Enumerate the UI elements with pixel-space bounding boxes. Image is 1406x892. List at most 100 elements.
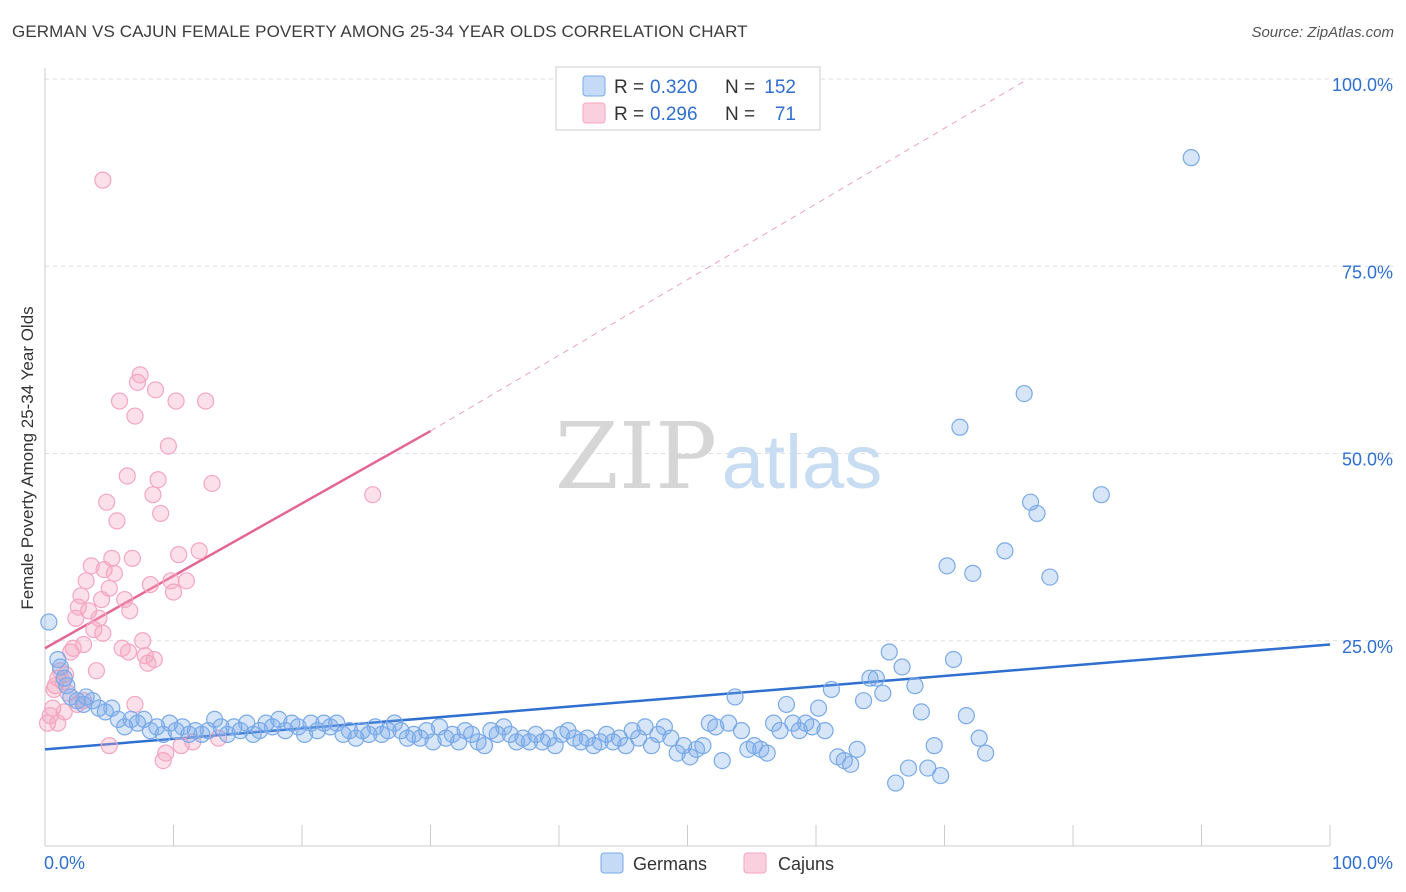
legend-cajuns-r-label: R = [614, 104, 644, 125]
cajuns-point-29 [110, 392, 129, 410]
y-tick-label-75: 75.0% [1342, 262, 1393, 282]
watermark-atlas: atlas [722, 420, 883, 505]
cajuns-point-50 [164, 583, 183, 601]
cajuns-point-70 [94, 171, 112, 189]
legend-germans-r-label: R = [614, 77, 644, 98]
cajuns-point-51 [167, 392, 185, 410]
germans-point-62 [424, 733, 442, 751]
germans-point-122 [809, 699, 828, 717]
x-tick-label-100: 100.0% [1332, 853, 1393, 873]
tick-labels: 25.0% 50.0% 75.0% 100.0% 0.0% 100.0% [44, 75, 1393, 873]
germans-point-149 [996, 542, 1014, 560]
cajuns-point-21 [90, 609, 108, 627]
germans-point-128 [848, 740, 866, 758]
cajuns-point-69 [364, 486, 382, 504]
germans-point-138 [912, 703, 930, 721]
germans-point-108 [720, 714, 738, 732]
germans-point-130 [861, 669, 879, 687]
germans-point-139 [919, 759, 937, 777]
cajuns-point-48 [159, 437, 177, 455]
cajuns-point-16 [77, 572, 95, 590]
cajuns-point-57 [197, 392, 215, 410]
gridlines [45, 78, 1393, 642]
cajuns-point-45 [152, 504, 170, 523]
germans-point-123 [816, 722, 834, 740]
axes [44, 68, 1331, 847]
germans-point-152 [1028, 504, 1046, 523]
germans-point-143 [944, 650, 963, 669]
cajuns-point-64 [94, 624, 112, 642]
cajuns-point-44 [149, 471, 167, 489]
germans-point-124 [822, 680, 841, 699]
germans-point-106 [707, 718, 725, 736]
legend-germans-r-value: 0.320 [650, 77, 698, 98]
cajuns-point-38 [134, 632, 152, 650]
cajuns-trend-line [44, 429, 432, 650]
cajuns-point-13 [69, 598, 88, 616]
cajuns-points [38, 171, 382, 770]
cajuns-point-14 [72, 587, 90, 605]
legend-bottom-germans-swatch [600, 852, 624, 874]
x-tick-label-0: 0.0% [44, 853, 85, 873]
germans-point-0 [40, 613, 58, 631]
germans-point-141 [932, 766, 950, 785]
germans-point-131 [867, 669, 885, 687]
germans-point-127 [842, 755, 860, 773]
cajuns-point-12 [67, 609, 85, 627]
germans-point-142 [938, 557, 956, 575]
germans-point-148 [977, 744, 995, 762]
germans-point-154 [1092, 486, 1110, 504]
germans-point-145 [957, 707, 975, 725]
legend-cajuns-swatch [582, 102, 606, 124]
germans-point-99 [662, 729, 680, 747]
germans-point-110 [732, 722, 751, 740]
cajuns-point-24 [98, 493, 116, 511]
trend-lines [44, 78, 1331, 751]
legend-top: R = 0.320 N = 152 R = 0.296 N = 71 [555, 66, 821, 131]
cajuns-point-33 [121, 602, 139, 620]
cajuns-point-37 [131, 366, 149, 384]
germans-point-137 [906, 677, 924, 695]
cajuns-trend-extension [430, 78, 1029, 432]
watermark: ZIP atlas [555, 403, 882, 510]
cajuns-point-65 [100, 737, 118, 755]
legend-bottom-germans-label: Germans [633, 854, 707, 874]
germans-point-144 [951, 418, 969, 436]
cajuns-point-26 [103, 549, 121, 567]
cajuns-point-32 [118, 467, 136, 485]
germans-point-95 [636, 718, 654, 736]
cajuns-point-52 [170, 546, 188, 564]
cajuns-point-20 [87, 662, 106, 680]
legend-cajuns-n-label: N = [725, 104, 755, 125]
cajuns-point-42 [144, 486, 162, 504]
germans-point-121 [803, 718, 821, 736]
germans-point-135 [893, 658, 911, 676]
legend-cajuns-n-value: 71 [775, 104, 796, 125]
germans-point-147 [970, 729, 988, 747]
legend-cajuns-r-value: 0.296 [650, 104, 698, 125]
cajuns-point-35 [126, 407, 144, 425]
cajuns-point-19 [85, 620, 103, 639]
cajuns-point-68 [145, 650, 163, 669]
y-tick-label-100: 100.0% [1332, 75, 1393, 95]
cajuns-point-43 [146, 381, 165, 399]
cajuns-point-56 [190, 542, 208, 560]
watermark-zip: ZIP [555, 403, 717, 510]
germans-point-70 [475, 737, 494, 755]
germans-point-117 [777, 695, 796, 714]
germans-point-2 [51, 658, 70, 676]
germans-point-136 [899, 759, 918, 777]
cajuns-point-11 [64, 639, 82, 657]
germans-points [40, 149, 1200, 792]
germans-point-116 [771, 722, 789, 740]
germans-point-114 [758, 744, 776, 762]
legend-germans-swatch [582, 75, 606, 97]
cajuns-point-66 [119, 643, 138, 661]
germans-point-109 [726, 688, 744, 706]
germans-point-104 [694, 737, 712, 755]
y-tick-label-25: 25.0% [1342, 637, 1393, 657]
germans-point-4 [58, 677, 76, 695]
germans-point-155 [1182, 149, 1200, 167]
cajuns-point-47 [157, 744, 175, 762]
germans-point-153 [1041, 568, 1059, 586]
